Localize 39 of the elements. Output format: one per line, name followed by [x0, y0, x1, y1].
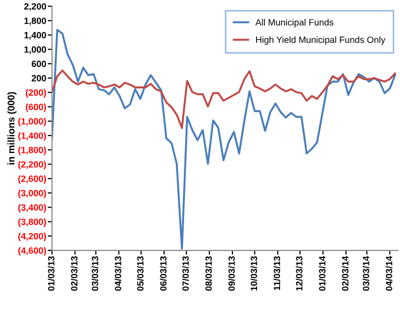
y-tick-label: (200) — [26, 89, 46, 98]
y-tick-label: (1,400) — [18, 132, 46, 141]
x-tick-label: 12/03/13 — [296, 256, 303, 291]
x-tick-label: 07/03/13 — [182, 256, 189, 291]
x-tick-label: 04/03/13 — [114, 256, 122, 291]
legend-label: High Yield Municipal Funds Only — [256, 36, 386, 45]
line-series — [52, 70, 396, 129]
x-tick-label: 02/03/13 — [70, 256, 78, 291]
x-tick-label: 09/03/13 — [228, 256, 235, 291]
y-tick-label: 1,000 — [24, 46, 46, 54]
x-tick-label: 11/03/13 — [274, 256, 280, 290]
y-tick-label: 200 — [32, 75, 46, 82]
y-tick-label: 1,800 — [24, 18, 46, 26]
y-tick-label: (2,200) — [18, 160, 46, 170]
x-tick-label: 01/03/14 — [318, 256, 326, 291]
x-tick-label: 02/03/14 — [342, 256, 349, 291]
y-tick-label: 2,200 — [24, 3, 46, 11]
y-tick-label: 600 — [32, 60, 46, 68]
y-tick-label: (4,600) — [18, 247, 46, 256]
x-tick-label: 08/03/13 — [205, 256, 212, 291]
x-tick-label: 03/03/14 — [362, 256, 370, 291]
y-tick-label: 1,400 — [24, 32, 46, 40]
x-tick-label: 06/03/13 — [160, 256, 167, 291]
x-tick-label: 05/03/13 — [136, 256, 144, 291]
y-tick-label: (3,800) — [18, 218, 46, 227]
y-tick-label: (3,400) — [18, 204, 46, 212]
x-tick-label: 01/03/13 — [48, 256, 55, 291]
legend-label: All Municipal Funds — [255, 18, 334, 28]
y-axis-title: in millions (000) — [7, 92, 16, 164]
line-series — [52, 28, 396, 250]
y-tick-label: (1,000) — [18, 118, 46, 126]
x-tick-label: 10/03/13 — [250, 256, 258, 291]
y-tick-label: (2,600) — [18, 175, 46, 184]
x-tick-label: 03/03/13 — [92, 256, 98, 291]
y-tick-label: (1,800) — [18, 146, 46, 156]
y-tick-label: (4,200) — [18, 232, 46, 242]
y-tick-label: (600) — [26, 104, 46, 112]
y-tick-label: (3,000) — [18, 190, 46, 198]
x-tick-label: 04/03/14 — [386, 256, 392, 291]
